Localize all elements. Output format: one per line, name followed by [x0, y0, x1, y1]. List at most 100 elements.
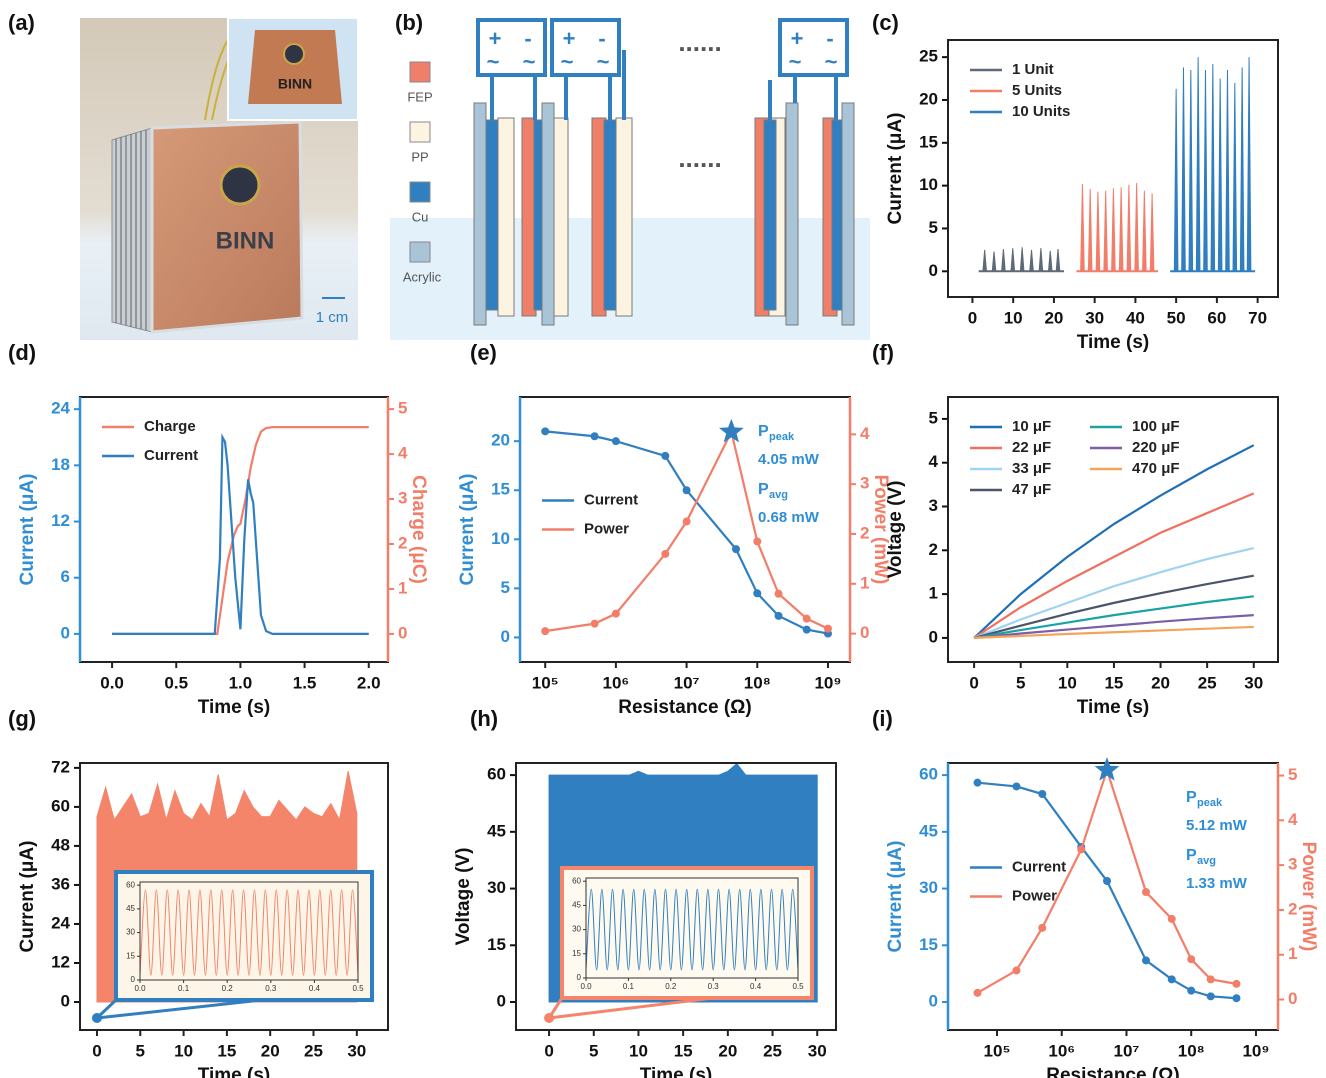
x-tick-label: 0 [968, 308, 977, 327]
y-tick-label: 24 [51, 913, 70, 932]
legend-label: FEP [407, 89, 432, 104]
y-axis-label: Current (μA) [17, 474, 38, 586]
spike [1247, 57, 1251, 271]
legend-swatch [410, 122, 430, 142]
x-tick-label: 25 [763, 1041, 782, 1060]
ac: ~ [523, 49, 536, 74]
spike [1002, 249, 1006, 271]
data-point [974, 989, 982, 997]
photo-panel: (a) BINN BINN 1 cm [8, 10, 358, 340]
inset-text: BINN [278, 76, 312, 92]
y2-tick-label: 4 [398, 444, 408, 463]
x-tick-label: 5 [589, 1041, 598, 1060]
spike [1048, 251, 1052, 272]
y2-tick-label: 5 [398, 399, 407, 418]
legend-label: 5 Units [1012, 82, 1062, 99]
x-tick-label: 10⁸ [1178, 1041, 1205, 1060]
data-point [612, 437, 620, 445]
figure: (a) BINN BINN 1 cm (b) FEP PP Cu Acrylic… [0, 0, 1326, 1078]
data-point [1077, 845, 1085, 853]
zoom-origin [92, 1013, 102, 1023]
y-tick-label: 5 [929, 218, 938, 237]
x-tick-label: 50 [1167, 308, 1186, 327]
spike [1150, 193, 1154, 271]
spike [1189, 70, 1193, 271]
y-tick-label: 10 [919, 175, 938, 194]
x-tick-label: 10⁵ [984, 1041, 1011, 1060]
plus: + [489, 26, 502, 51]
data-point [1142, 956, 1150, 964]
x-tick-label: 10⁸ [744, 673, 771, 692]
legend-label: Current [1012, 858, 1066, 875]
inset-x-tick-label: 0.0 [580, 982, 592, 991]
legend-label: Acrylic [403, 269, 442, 284]
spike [983, 250, 987, 271]
y-tick-label: 4 [929, 452, 939, 471]
logo [221, 166, 259, 204]
minus: - [598, 26, 605, 51]
data-point [1232, 994, 1240, 1002]
y-tick-label: 30 [919, 878, 938, 897]
annotation-value: 5.12 mW [1186, 817, 1248, 834]
annotation-symbol: P [758, 481, 769, 498]
x-axis-label: Time (s) [1077, 697, 1150, 718]
panel-label: (b) [395, 10, 423, 35]
spike [1240, 67, 1244, 271]
spike [1127, 185, 1131, 272]
y-tick-label: 48 [51, 835, 70, 854]
annotation-symbol: P [1186, 847, 1197, 864]
y-axis-label: Voltage (V) [453, 848, 474, 946]
inset-y-tick-label: 0 [577, 973, 582, 982]
data-point [612, 610, 620, 618]
ac: ~ [597, 49, 610, 74]
spike [1174, 89, 1178, 271]
y-axis-label: Voltage (V) [885, 481, 906, 579]
y-tick-label: 60 [487, 765, 506, 784]
legend-label: 33 μF [1012, 460, 1051, 477]
annotation-sub: avg [769, 489, 788, 501]
y2-tick-label: 3 [860, 474, 869, 493]
data-point [661, 550, 669, 558]
inset-y-tick-label: 45 [572, 901, 581, 910]
data-point [591, 432, 599, 440]
annotation-symbol: P [1186, 789, 1197, 806]
data-point [661, 452, 669, 460]
inset-y-tick-label: 45 [126, 904, 135, 913]
inset-x-tick-label: 0.3 [708, 982, 720, 991]
spike [1135, 183, 1139, 271]
legend-label: 22 μF [1012, 439, 1051, 456]
y-tick-label: 0 [929, 261, 938, 280]
data-point [753, 537, 761, 545]
y-tick-label: 6 [61, 567, 70, 586]
minus: - [826, 26, 833, 51]
y-tick-label: 72 [51, 757, 70, 776]
data-point [683, 486, 691, 494]
x-tick-label: 5 [136, 1041, 145, 1060]
y2-tick-label: 2 [1288, 899, 1297, 918]
x-tick-label: 30 [1085, 308, 1104, 327]
data-point [775, 612, 783, 620]
y-tick-label: 0 [501, 627, 510, 646]
peak-star [1095, 757, 1120, 781]
y-axis-label: Current (μA) [17, 841, 38, 953]
spike [1233, 83, 1237, 271]
panel-label: (a) [8, 10, 35, 35]
y-tick-label: 0 [61, 623, 70, 642]
data-point [1207, 975, 1215, 983]
legend-swatch [410, 62, 430, 82]
x-tick-label: 0 [92, 1041, 101, 1060]
spike [1204, 70, 1208, 271]
y-tick-label: 36 [51, 874, 70, 893]
panel-label: (c) [872, 10, 899, 35]
spike [1211, 64, 1215, 271]
legend-label: Power [1012, 887, 1057, 904]
x-tick-label: 5 [1016, 673, 1025, 692]
inset-x-tick-label: 0.3 [265, 984, 277, 993]
inset-x-tick-label: 0.1 [178, 984, 190, 993]
inset-y-tick-label: 15 [126, 951, 135, 960]
x-axis-label: Time (s) [1077, 332, 1150, 353]
inset-logo [284, 44, 304, 64]
data-point [824, 625, 832, 633]
data-point [541, 627, 549, 635]
spike [1112, 188, 1116, 271]
